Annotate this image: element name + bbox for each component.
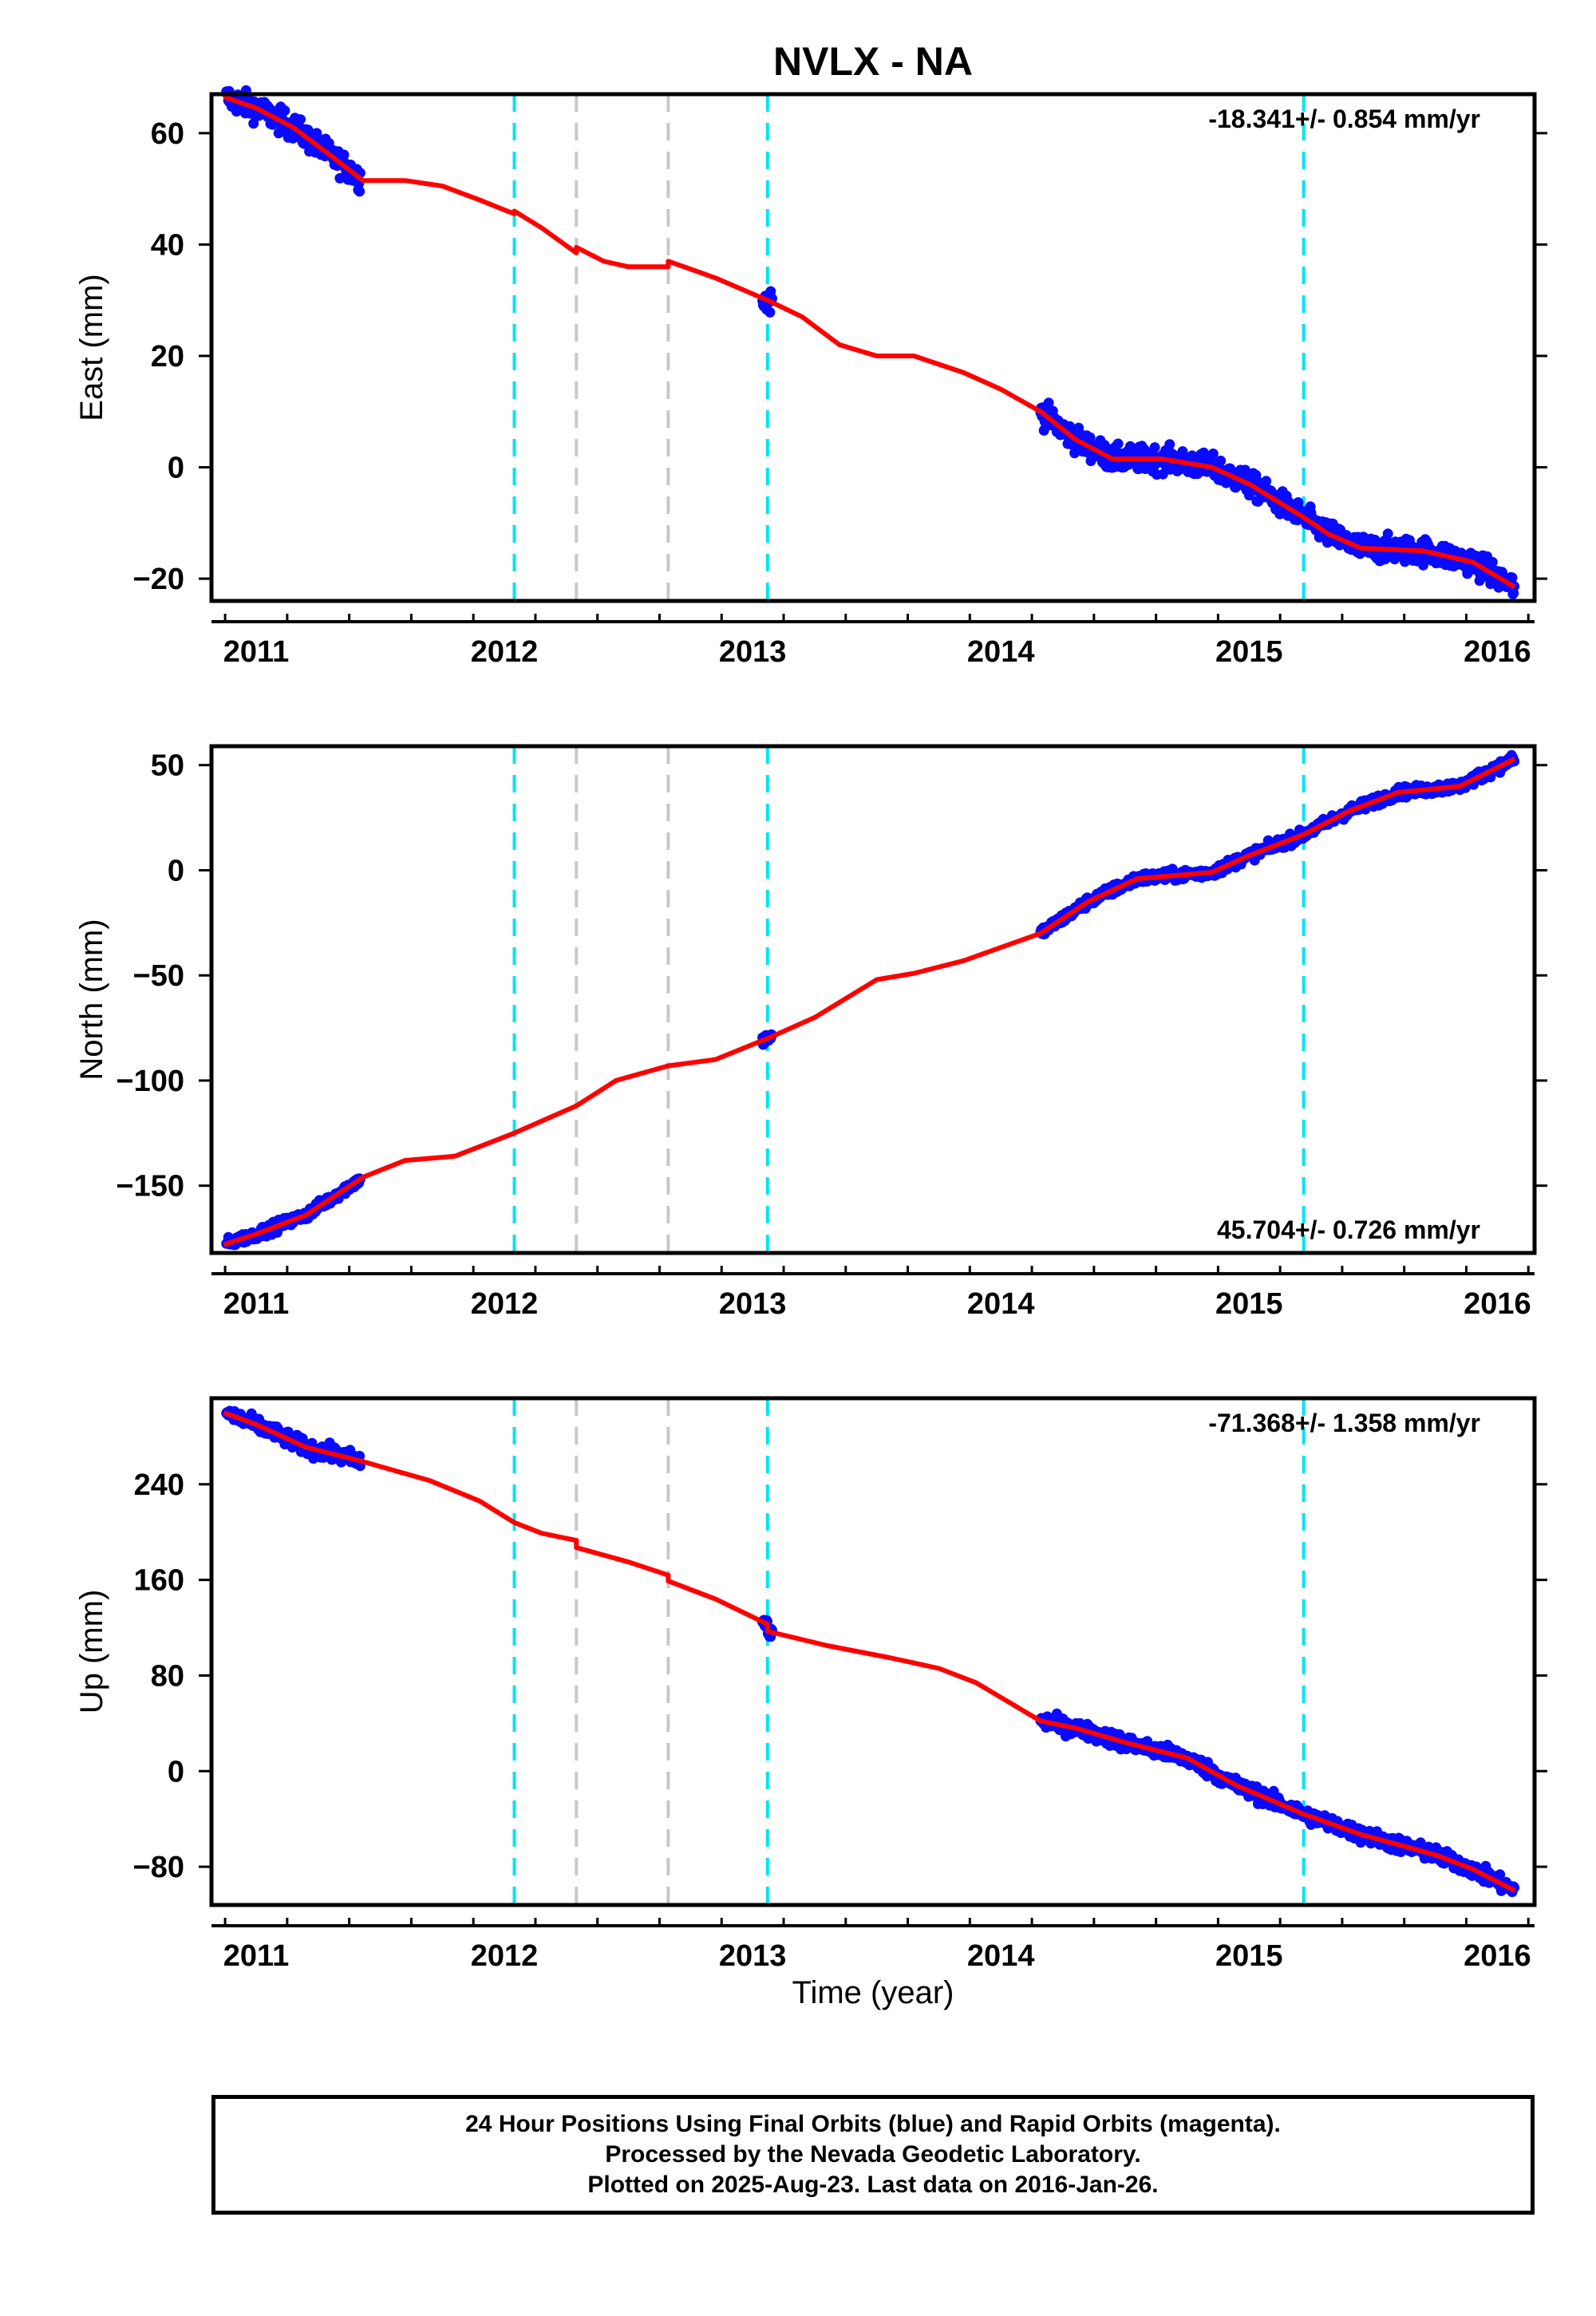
x-axis-label: Time (year): [792, 1975, 954, 2010]
y-tick-label: 80: [151, 1659, 184, 1693]
y-tick-label: 160: [134, 1564, 184, 1598]
y-tick-label: −80: [133, 1851, 184, 1884]
x-tick-label: 2012: [471, 635, 539, 669]
rate-label: 45.704+/- 0.726 mm/yr: [1217, 1215, 1480, 1244]
x-tick-label: 2013: [719, 635, 787, 669]
x-tick-label: 2014: [967, 635, 1035, 669]
footer-line-1: 24 Hour Positions Using Final Orbits (bl…: [465, 2111, 1281, 2137]
plot-frame: [209, 1396, 1537, 1907]
y-tick-label: −150: [116, 1170, 184, 1203]
data-point: [354, 186, 365, 197]
y-tick-label: 0: [168, 452, 184, 485]
plot-frame: [209, 744, 1537, 1255]
data-point: [338, 149, 350, 160]
rate-label: -71.368+/- 1.358 mm/yr: [1208, 1409, 1480, 1437]
panel-east: 2011 2012 2013 2014 2015 2016 −20 0 20 40 60 East (…: [74, 85, 1547, 669]
data-point: [248, 118, 259, 129]
model-fit-line: [223, 1410, 1516, 1893]
x-tick-label: 2015: [1215, 1939, 1283, 1973]
x-tick-label: 2013: [719, 1939, 787, 1973]
chart-title: NVLX - NA: [773, 39, 973, 84]
data-point: [1164, 439, 1175, 450]
y-tick-label: 0: [168, 1755, 184, 1788]
y-tick-label: −100: [116, 1065, 184, 1098]
data-point: [1507, 572, 1518, 583]
model-fit-line: [223, 94, 1516, 590]
data-point: [295, 114, 306, 125]
y-tick-label: −20: [133, 563, 184, 596]
x-tick-label: 2015: [1215, 635, 1283, 669]
x-tick-label: 2011: [223, 635, 289, 669]
data-point: [1215, 455, 1227, 466]
y-tick-label: −50: [133, 959, 184, 993]
footer-line-3: Plotted on 2025-Aug-23. Last data on 201…: [587, 2172, 1159, 2198]
y-tick-label: 60: [151, 117, 184, 151]
x-tick-label: 2014: [967, 1287, 1035, 1321]
x-tick-label: 2015: [1215, 1287, 1283, 1321]
rate-label: -18.341+/- 0.854 mm/yr: [1208, 105, 1480, 133]
data-point: [1239, 464, 1250, 476]
data-point: [1065, 421, 1076, 432]
final-orbit-points: [221, 85, 1520, 599]
y-tick-label: 40: [151, 228, 184, 262]
panels: 2011 2012 2013 2014 2015 2016 −20 0 20 40 60 East (…: [74, 85, 1547, 2010]
plot-frame: [209, 92, 1537, 603]
y-tick-label: 50: [151, 749, 184, 783]
x-tick-label: 2013: [719, 1287, 787, 1321]
x-tick-label: 2012: [471, 1287, 539, 1321]
data-point: [1149, 442, 1160, 453]
y-tick-label: 20: [151, 340, 184, 373]
data-point: [1043, 397, 1054, 409]
footer-box: 24 Hour Positions Using Final Orbits (bl…: [211, 2095, 1535, 2215]
data-point: [1487, 556, 1498, 567]
data-point: [1207, 449, 1219, 459]
panel-up: 2011 2012 2013 2014 2015 2016 −80 0 80 160 240 Up (…: [74, 1396, 1547, 2010]
x-tick-label: 2016: [1464, 1939, 1531, 1973]
data-point: [1112, 438, 1124, 449]
footer-line-2: Processed by the Nevada Geodetic Laborat…: [605, 2141, 1141, 2168]
data-point: [279, 105, 290, 116]
model-fit-line: [223, 757, 1516, 1247]
data-point: [764, 306, 776, 318]
data-point: [1495, 1869, 1506, 1880]
y-axis-label: Up (mm): [74, 1590, 109, 1714]
x-tick-label: 2012: [471, 1939, 539, 1973]
y-axis-label: North (mm): [74, 919, 109, 1080]
x-tick-label: 2016: [1464, 635, 1531, 669]
y-tick-label: 240: [134, 1468, 184, 1502]
data-point: [1382, 528, 1393, 539]
x-tick-label: 2011: [223, 1939, 289, 1973]
data-point: [1261, 476, 1272, 487]
x-tick-label: 2014: [967, 1939, 1035, 1973]
x-tick-label: 2016: [1464, 1287, 1531, 1321]
panel-north: 2011 2012 2013 2014 2015 2016 −150 −100 −50 0 50 No…: [74, 744, 1547, 1321]
y-tick-label: 0: [168, 854, 184, 887]
y-axis-label: East (mm): [74, 274, 109, 421]
x-tick-label: 2011: [223, 1287, 289, 1321]
